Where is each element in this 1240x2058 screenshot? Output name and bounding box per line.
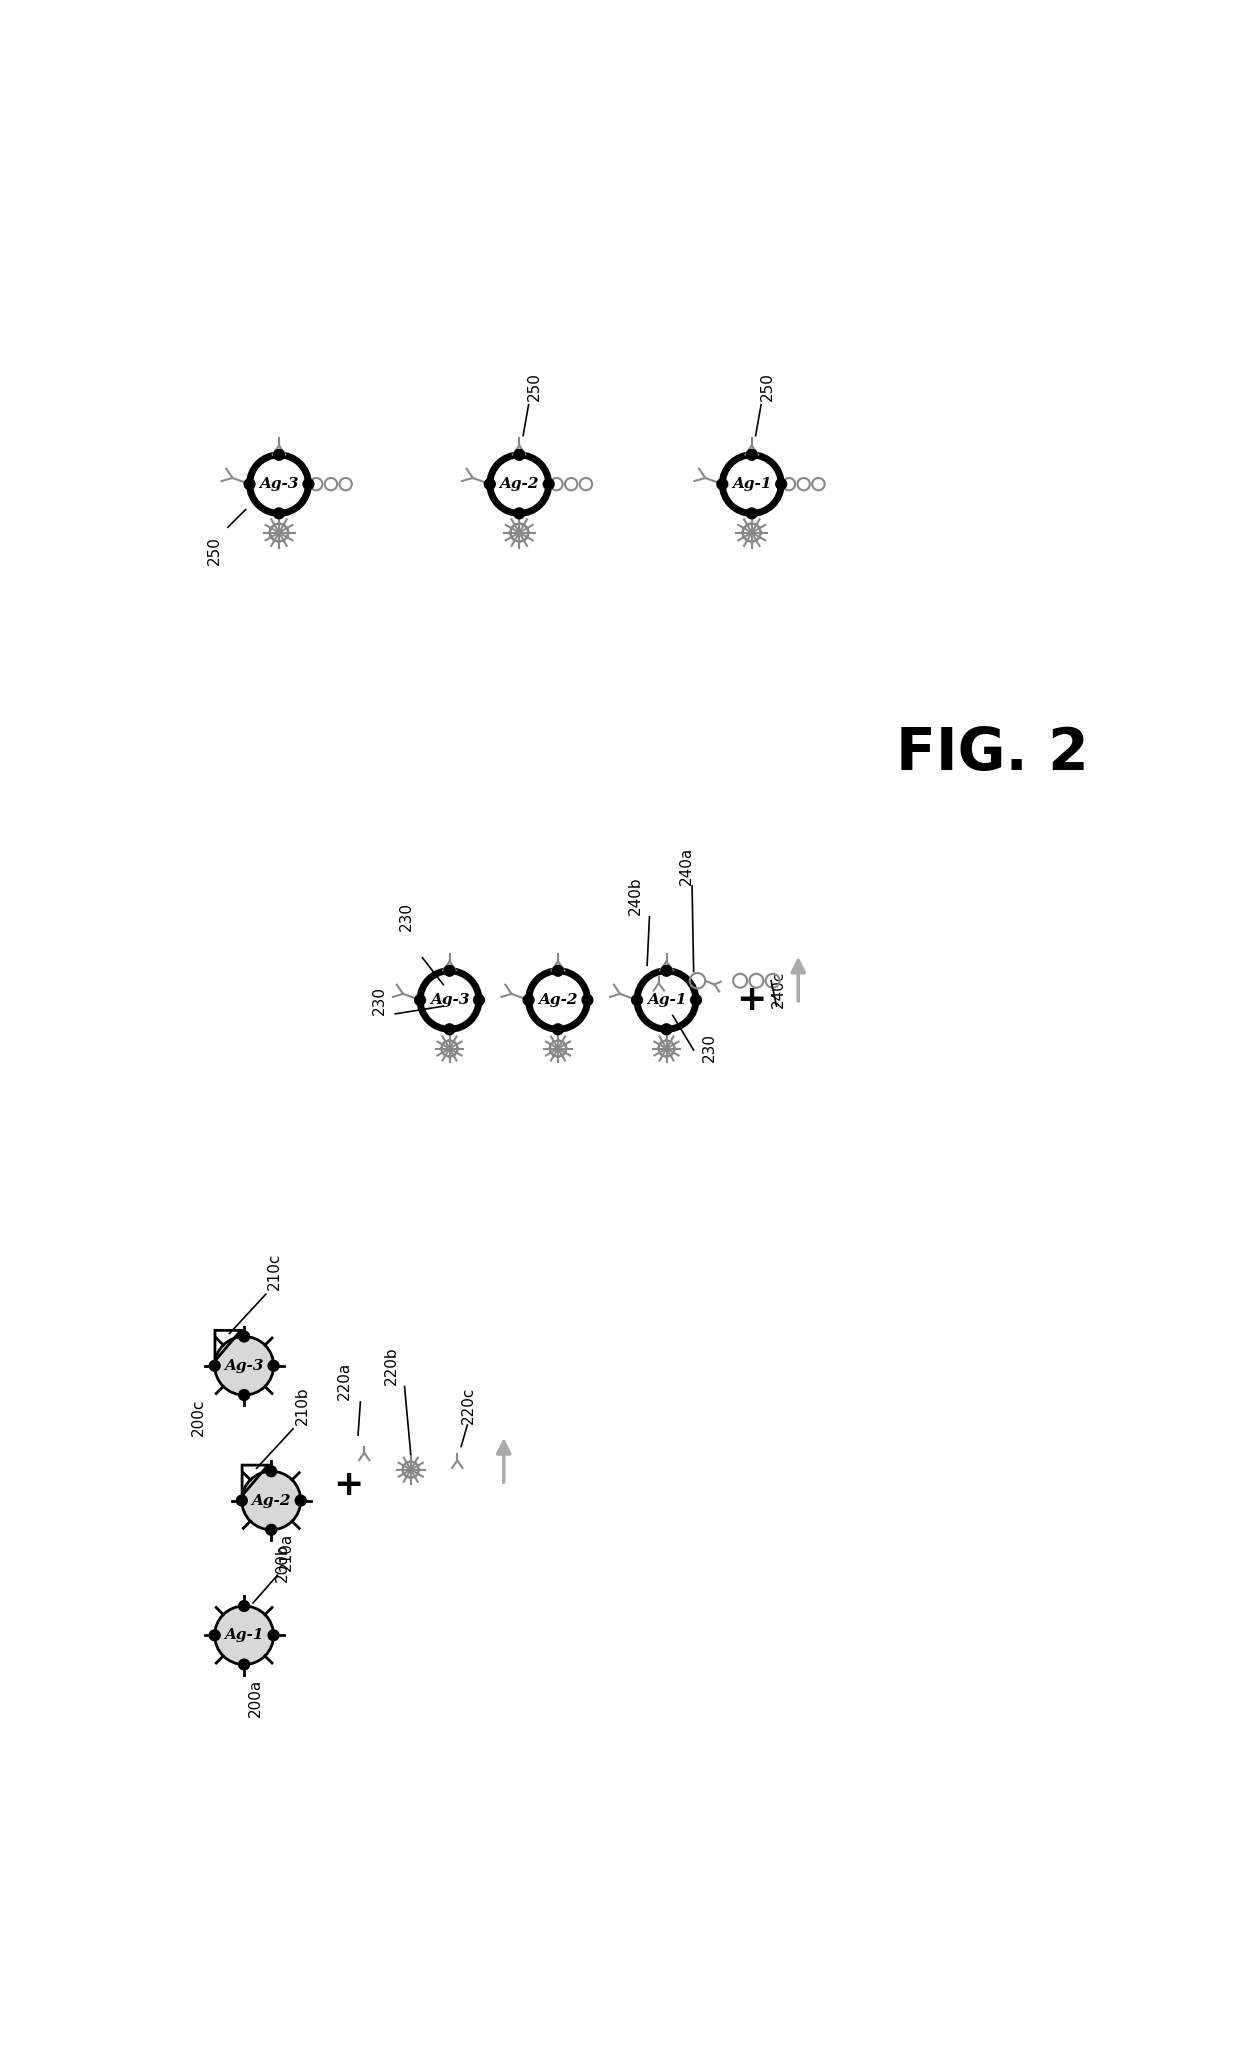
Text: +: + (334, 1467, 363, 1502)
Text: 230: 230 (702, 1033, 717, 1062)
Circle shape (238, 1659, 249, 1669)
Circle shape (238, 1601, 249, 1611)
Circle shape (553, 965, 563, 975)
Text: 250: 250 (760, 372, 775, 401)
Circle shape (528, 971, 588, 1029)
Circle shape (414, 994, 425, 1006)
Circle shape (485, 480, 495, 490)
Text: 230: 230 (399, 901, 414, 930)
Circle shape (210, 1630, 221, 1640)
Text: 240a: 240a (678, 846, 693, 885)
Text: 250: 250 (527, 372, 542, 401)
Circle shape (444, 1025, 455, 1035)
Text: 230: 230 (372, 986, 387, 1015)
Circle shape (268, 1360, 279, 1371)
Text: Ag-3: Ag-3 (224, 1358, 264, 1373)
Text: Ag-2: Ag-2 (252, 1494, 291, 1509)
Circle shape (242, 1471, 300, 1529)
Circle shape (746, 508, 758, 519)
Circle shape (631, 994, 642, 1006)
Circle shape (490, 455, 549, 512)
Circle shape (523, 994, 534, 1006)
Circle shape (238, 1389, 249, 1399)
Text: 220a: 220a (337, 1362, 352, 1399)
Circle shape (776, 480, 786, 490)
Circle shape (661, 965, 672, 975)
Circle shape (215, 1605, 274, 1665)
Text: Ag-1: Ag-1 (732, 477, 771, 492)
Text: 200b: 200b (275, 1544, 290, 1583)
Circle shape (244, 480, 255, 490)
Circle shape (722, 455, 781, 512)
Circle shape (543, 480, 554, 490)
Circle shape (637, 971, 696, 1029)
Circle shape (295, 1494, 306, 1506)
Text: +: + (737, 984, 766, 1017)
Circle shape (265, 1465, 277, 1478)
Text: Ag-2: Ag-2 (538, 994, 578, 1006)
Text: 240c: 240c (771, 969, 786, 1008)
Circle shape (268, 1630, 279, 1640)
Text: Ag-1: Ag-1 (224, 1628, 264, 1642)
Text: 200c: 200c (191, 1399, 206, 1436)
Circle shape (210, 1360, 221, 1371)
Circle shape (265, 1525, 277, 1535)
Circle shape (215, 1336, 274, 1395)
Circle shape (237, 1494, 247, 1506)
Circle shape (444, 965, 455, 975)
Circle shape (420, 971, 479, 1029)
Circle shape (238, 1332, 249, 1342)
Circle shape (303, 480, 314, 490)
Circle shape (553, 1025, 563, 1035)
Text: Ag-3: Ag-3 (259, 477, 299, 492)
Text: 220c: 220c (461, 1387, 476, 1424)
Text: Ag-3: Ag-3 (430, 994, 469, 1006)
Text: 210b: 210b (295, 1387, 310, 1424)
Circle shape (582, 994, 593, 1006)
Circle shape (274, 508, 284, 519)
Text: 200a: 200a (248, 1679, 263, 1716)
Circle shape (691, 994, 702, 1006)
Circle shape (717, 480, 728, 490)
Circle shape (661, 1025, 672, 1035)
Circle shape (746, 449, 758, 461)
Circle shape (274, 449, 284, 461)
Circle shape (474, 994, 485, 1006)
Circle shape (513, 508, 525, 519)
Circle shape (249, 455, 309, 512)
Text: 210a: 210a (279, 1533, 294, 1572)
Text: Ag-1: Ag-1 (647, 994, 686, 1006)
Text: 210c: 210c (268, 1253, 283, 1290)
Text: Ag-2: Ag-2 (500, 477, 539, 492)
Text: FIG. 2: FIG. 2 (895, 724, 1089, 782)
Text: 250: 250 (207, 537, 222, 566)
Circle shape (513, 449, 525, 461)
Text: 220b: 220b (384, 1346, 399, 1385)
Text: 240b: 240b (627, 877, 644, 916)
